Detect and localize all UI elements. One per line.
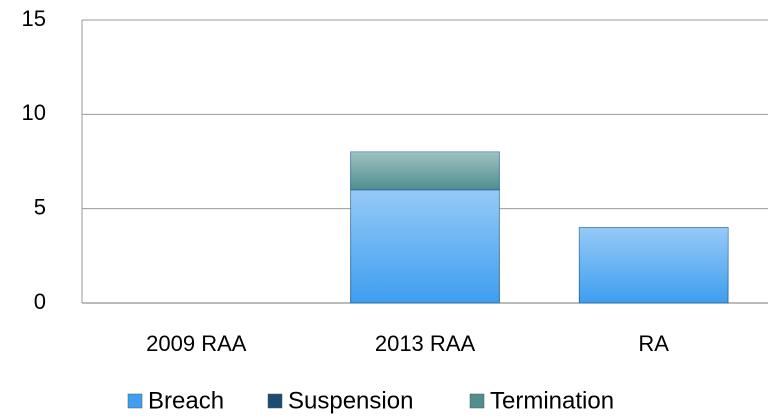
legend-label: Breach xyxy=(148,387,224,414)
bar-shine xyxy=(350,152,500,190)
bar-shine xyxy=(350,189,500,303)
legend-swatch xyxy=(469,393,485,409)
bar-shine xyxy=(579,227,728,303)
y-tick-label: 15 xyxy=(22,6,46,31)
y-tick-label: 10 xyxy=(22,100,46,125)
legend-swatch xyxy=(127,393,143,409)
x-tick-label: 2013 RAA xyxy=(375,331,476,356)
bar-segment xyxy=(350,151,500,191)
legend-label: Termination xyxy=(490,387,614,414)
legend-swatch xyxy=(267,393,283,409)
x-tick-label: RA xyxy=(638,331,669,356)
x-tick-label: 2009 RAA xyxy=(146,331,247,356)
legend: Breach Suspension Termination xyxy=(127,387,614,414)
bar-segment xyxy=(578,227,729,304)
y-tick-label: 0 xyxy=(34,289,46,314)
legend-label: Suspension xyxy=(288,387,413,414)
y-tick-label: 5 xyxy=(34,194,46,219)
bar-segment xyxy=(350,189,500,304)
